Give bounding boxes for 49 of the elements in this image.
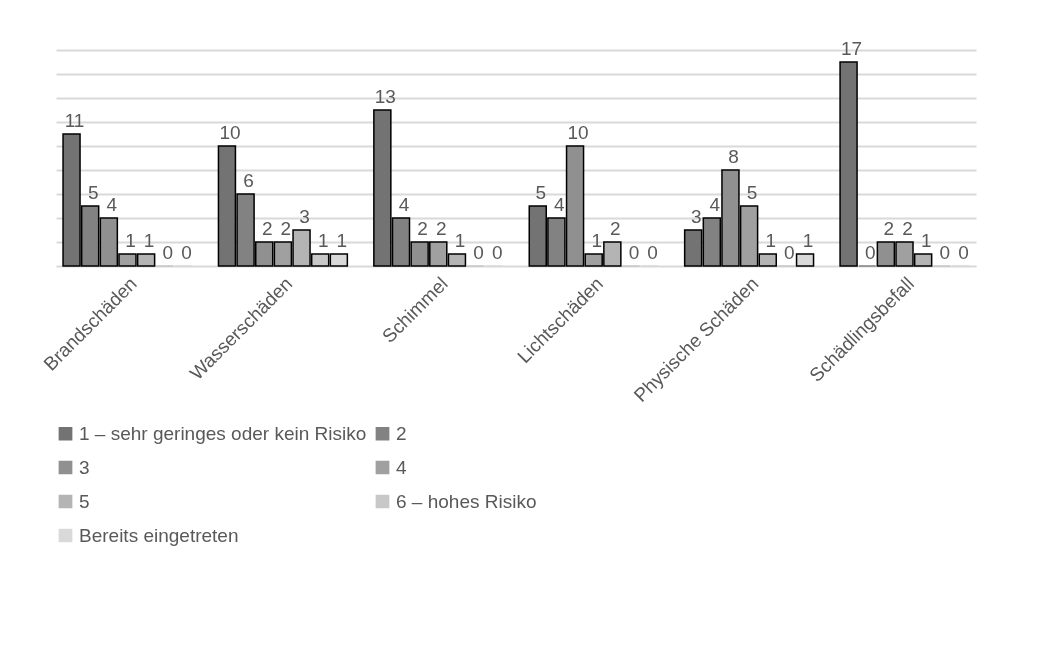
- data-label: 3: [690, 206, 702, 227]
- data-label: 1: [125, 230, 136, 251]
- legend-label: 4: [396, 456, 407, 478]
- data-label: 1: [317, 230, 329, 251]
- legend-label: Bereits eingetreten: [79, 524, 239, 546]
- data-label: 0: [162, 242, 174, 263]
- data-label: 11: [64, 110, 85, 131]
- data-label: 10: [219, 122, 241, 143]
- data-label: 4: [554, 194, 566, 215]
- data-label: 5: [535, 182, 547, 203]
- data-label: 2: [902, 218, 913, 239]
- data-label: 10: [567, 122, 589, 143]
- legend-label: 6 – hohes Risiko: [396, 490, 537, 512]
- data-label: 2: [436, 218, 447, 239]
- legend-label: 3: [79, 456, 90, 478]
- data-label: 0: [784, 242, 795, 263]
- data-label: 0: [181, 242, 192, 263]
- data-label: 0: [958, 242, 969, 263]
- data-label: 6: [243, 170, 254, 191]
- data-label: 1: [920, 230, 932, 251]
- data-label: 2: [610, 218, 621, 239]
- data-label: 0: [939, 242, 951, 263]
- data-label: 5: [87, 182, 99, 203]
- data-label: 1: [802, 230, 814, 251]
- data-label: 5: [746, 182, 758, 203]
- data-label: 0: [473, 242, 484, 263]
- data-label: 4: [106, 194, 118, 215]
- data-label: 2: [417, 218, 428, 239]
- data-label: 2: [883, 218, 895, 239]
- data-label: 17: [841, 38, 863, 59]
- data-label: 0: [647, 242, 658, 263]
- data-label: 1: [143, 230, 155, 251]
- data-label: 1: [336, 230, 348, 251]
- data-label: 1: [591, 230, 602, 251]
- legend-label: 1 – sehr geringes oder kein Risiko: [79, 422, 367, 444]
- data-label: 8: [728, 146, 739, 167]
- data-label: 0: [864, 242, 876, 263]
- data-label: 2: [280, 218, 292, 239]
- data-label: 2: [261, 218, 273, 239]
- data-label: 4: [398, 194, 410, 215]
- data-label: 3: [299, 206, 310, 227]
- legend-label: 2: [396, 422, 407, 444]
- data-label: 0: [628, 242, 640, 263]
- data-label: 13: [374, 86, 396, 107]
- legend-label: 5: [79, 490, 90, 512]
- data-label: 0: [491, 242, 503, 263]
- data-label: 4: [709, 194, 721, 215]
- data-label: 1: [454, 230, 466, 251]
- data-label: 1: [765, 230, 777, 251]
